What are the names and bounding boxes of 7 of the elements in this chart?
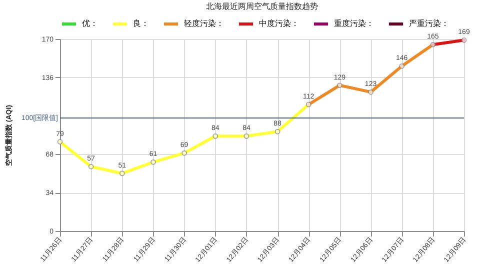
legend-label: 良： [133, 19, 149, 28]
legend-label: 中度污染： [259, 19, 299, 28]
chart-title: 北海最近两周空气质量指数趋势 [206, 2, 318, 11]
legend-label: 严重污染： [409, 19, 449, 28]
legend-label: 轻度污染： [184, 19, 224, 28]
legend-label: 优： [82, 19, 98, 28]
legend-label: 重度污染： [334, 19, 374, 28]
